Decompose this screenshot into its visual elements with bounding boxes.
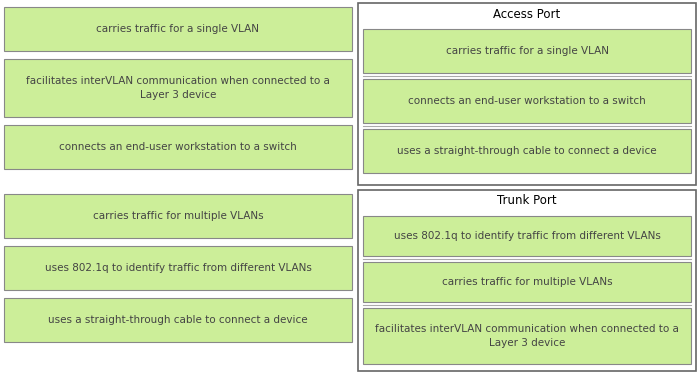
- Text: facilitates interVLAN communication when connected to a
Layer 3 device: facilitates interVLAN communication when…: [26, 76, 330, 100]
- Bar: [358, 3, 696, 185]
- Text: facilitates interVLAN communication when connected to a
Layer 3 device: facilitates interVLAN communication when…: [375, 324, 679, 348]
- Text: uses 802.1q to identify traffic from different VLANs: uses 802.1q to identify traffic from dif…: [393, 231, 660, 241]
- Text: Access Port: Access Port: [494, 8, 561, 21]
- Text: carries traffic for a single VLAN: carries traffic for a single VLAN: [445, 46, 608, 56]
- Bar: [363, 79, 691, 123]
- Bar: [4, 59, 352, 117]
- Text: carries traffic for multiple VLANs: carries traffic for multiple VLANs: [92, 211, 263, 221]
- Bar: [358, 190, 696, 371]
- Text: uses a straight-through cable to connect a device: uses a straight-through cable to connect…: [397, 146, 657, 156]
- Text: Trunk Port: Trunk Port: [497, 195, 556, 207]
- Text: uses 802.1q to identify traffic from different VLANs: uses 802.1q to identify traffic from dif…: [45, 263, 312, 273]
- Bar: [4, 246, 352, 290]
- Bar: [363, 308, 691, 364]
- Bar: [363, 216, 691, 256]
- Text: connects an end-user workstation to a switch: connects an end-user workstation to a sw…: [59, 142, 297, 152]
- Bar: [4, 194, 352, 238]
- Text: carries traffic for multiple VLANs: carries traffic for multiple VLANs: [442, 277, 612, 287]
- Bar: [363, 129, 691, 173]
- Bar: [363, 262, 691, 302]
- Text: connects an end-user workstation to a switch: connects an end-user workstation to a sw…: [408, 96, 646, 106]
- Bar: [4, 125, 352, 169]
- Bar: [4, 298, 352, 342]
- Bar: [363, 29, 691, 73]
- Bar: [4, 7, 352, 51]
- Text: uses a straight-through cable to connect a device: uses a straight-through cable to connect…: [48, 315, 308, 325]
- Text: carries traffic for a single VLAN: carries traffic for a single VLAN: [97, 24, 260, 34]
